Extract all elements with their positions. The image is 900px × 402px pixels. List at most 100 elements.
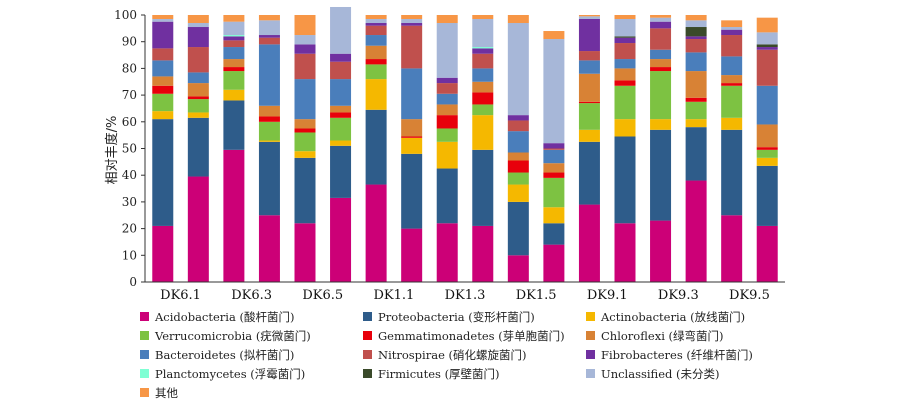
- legend-swatch: [586, 350, 595, 359]
- bar-stack-DK9.4: [685, 15, 707, 282]
- legend-item: Unclassified (未分类): [586, 365, 846, 382]
- legend-label: Bacteroidetes (拟杆菌门): [155, 347, 295, 362]
- bar-segment: [187, 117, 209, 177]
- bar-segment: [330, 112, 352, 118]
- bar-segment: [401, 228, 423, 282]
- bar-stack-DK6.5: [294, 15, 316, 282]
- y-tick-label: 0: [129, 275, 137, 289]
- bar-segment: [152, 93, 174, 112]
- bar-segment: [614, 85, 636, 120]
- bar-segment: [258, 15, 280, 21]
- y-tick-label: 20: [122, 222, 137, 236]
- bar-segment: [258, 37, 280, 45]
- bar-segment: [152, 19, 174, 22]
- legend-swatch: [140, 369, 149, 378]
- bar-segment: [187, 15, 209, 24]
- legend-swatch: [140, 312, 149, 321]
- bar-segment: [223, 35, 245, 37]
- bar-segment: [721, 215, 743, 282]
- bar-segment: [756, 44, 778, 48]
- bar-segment: [721, 75, 743, 84]
- bar-segment: [401, 15, 423, 20]
- bar-segment: [472, 47, 494, 49]
- bar-segment: [436, 104, 458, 116]
- bar-segment: [152, 225, 174, 282]
- bar-segment: [507, 201, 529, 256]
- bar-segment: [650, 119, 672, 130]
- y-tick-label: 70: [122, 88, 137, 102]
- bar-segment: [258, 116, 280, 122]
- bar-segment: [330, 61, 352, 80]
- bar-segment: [507, 15, 529, 24]
- bar-segment: [756, 157, 778, 166]
- bar-segment: [543, 163, 565, 173]
- bar-segment: [543, 143, 565, 149]
- bar-segment: [756, 47, 778, 50]
- bar-segment: [685, 39, 707, 53]
- bar-segment: [365, 19, 387, 24]
- bar-segment: [152, 76, 174, 86]
- bar-segment: [187, 176, 209, 282]
- legend-label: Nitrospirae (硝化螺旋菌门): [378, 347, 527, 362]
- bar-segment: [223, 40, 245, 48]
- bar-segment: [507, 160, 529, 173]
- bar-segment: [436, 83, 458, 94]
- bar-segment: [436, 223, 458, 282]
- bar-segment: [330, 105, 352, 113]
- legend-swatch: [363, 312, 372, 321]
- bar-segment: [614, 37, 636, 44]
- bar-stack-DK9.3: [650, 15, 672, 282]
- bar-segment: [507, 184, 529, 202]
- bar-stack-DK9.5: [721, 20, 743, 282]
- bar-segment: [685, 101, 707, 120]
- bar-segment: [614, 68, 636, 81]
- bar-segment: [187, 112, 209, 118]
- bar-segment: [578, 101, 600, 104]
- bar-stack-DK1.2: [401, 15, 423, 282]
- bar-stack-DK9.1: [578, 15, 600, 282]
- legend-swatch: [363, 350, 372, 359]
- legend-label: Acidobacteria (酸杆菌门): [155, 309, 295, 324]
- bar-segment: [614, 80, 636, 86]
- y-tick-label: 30: [122, 195, 137, 209]
- legend-label: 其他: [155, 385, 178, 400]
- bar-segment: [650, 220, 672, 282]
- bar-segment: [543, 244, 565, 282]
- bar-segment: [685, 15, 707, 21]
- bar-segment: [294, 79, 316, 120]
- legend-swatch: [140, 388, 149, 397]
- bar-segment: [330, 117, 352, 141]
- bar-segment: [507, 172, 529, 185]
- bar-segment: [258, 105, 280, 117]
- bar-segment: [258, 121, 280, 141]
- bar-segment: [436, 15, 458, 24]
- bar-segment: [294, 15, 316, 36]
- bar-segment: [223, 149, 245, 282]
- bar-stack-DK9.2: [614, 15, 636, 282]
- bar-segment: [650, 49, 672, 60]
- bar-segment: [223, 67, 245, 72]
- bar-segment: [721, 20, 743, 28]
- bar-segment: [330, 145, 352, 198]
- bar-segment: [614, 15, 636, 20]
- bar-segment: [187, 47, 209, 73]
- bar-segment: [543, 223, 565, 245]
- bar-segment: [614, 59, 636, 69]
- bar-segment: [436, 77, 458, 84]
- bar-stack-DK1.6: [543, 31, 565, 282]
- bar-segment: [223, 71, 245, 90]
- bar-segment: [187, 96, 209, 100]
- bar-segment: [330, 53, 352, 62]
- bar-segment: [330, 197, 352, 282]
- legend-item: Fibrobacteres (纤维杆菌门): [586, 346, 846, 363]
- x-tick-label: DK1.5: [516, 288, 557, 300]
- bar-segment: [650, 21, 672, 29]
- y-axis: 0 10 20 30 40 50 60 70 80 90 100: [114, 8, 146, 289]
- x-tick-label: DK6.5: [302, 288, 343, 300]
- bar-segment: [721, 83, 743, 86]
- bar-segment: [721, 27, 743, 30]
- bar-segment: [294, 119, 316, 129]
- bar-segment: [401, 23, 423, 26]
- bar-segment: [401, 25, 423, 69]
